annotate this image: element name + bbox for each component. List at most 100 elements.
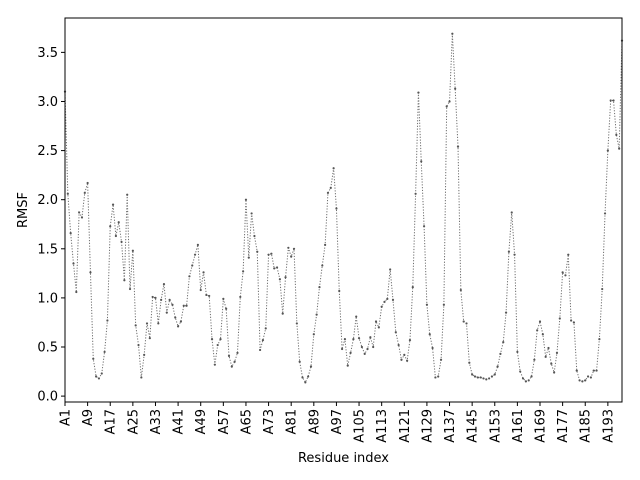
data-point — [366, 347, 369, 351]
data-point — [281, 312, 284, 315]
data-point — [247, 256, 250, 259]
data-point — [541, 333, 544, 336]
data-point — [615, 133, 618, 136]
data-point — [78, 211, 81, 214]
x-tick-label: A105 — [353, 409, 368, 443]
data-point — [343, 338, 347, 341]
data-point — [349, 351, 352, 354]
data-point — [513, 253, 516, 256]
data-point — [242, 270, 245, 273]
data-point — [273, 267, 276, 270]
data-point — [128, 287, 132, 291]
data-point — [275, 266, 279, 269]
data-point — [530, 375, 533, 378]
data-point — [406, 359, 409, 362]
data-point — [253, 234, 256, 238]
data-point — [301, 376, 304, 379]
data-point — [411, 285, 414, 289]
x-tick-label: A65 — [239, 409, 254, 434]
data-point — [179, 320, 183, 323]
data-point — [476, 376, 479, 379]
data-point — [527, 379, 530, 382]
data-point — [346, 364, 349, 367]
data-point — [208, 294, 211, 298]
data-point — [567, 253, 570, 256]
data-point — [188, 275, 191, 278]
data-point — [292, 247, 296, 250]
data-point — [437, 375, 440, 378]
data-point — [256, 250, 259, 253]
y-tick-label: 0.5 — [37, 341, 58, 356]
data-point — [72, 262, 75, 265]
data-point — [488, 377, 491, 380]
data-point — [451, 32, 454, 35]
data-point — [250, 212, 253, 215]
data-point — [575, 369, 578, 372]
data-point — [75, 290, 78, 294]
data-point — [106, 319, 109, 322]
data-point — [261, 339, 265, 342]
x-tick-label: A17 — [104, 409, 119, 434]
data-point — [502, 340, 505, 344]
data-point — [151, 295, 154, 299]
x-tick-label: A57 — [217, 409, 232, 434]
data-point — [97, 377, 101, 380]
data-point — [154, 296, 157, 299]
data-point — [318, 285, 321, 289]
data-point — [329, 186, 332, 190]
data-point — [555, 351, 559, 354]
data-point — [442, 303, 445, 306]
data-point — [66, 192, 69, 195]
data-point — [340, 347, 344, 351]
data-point — [363, 352, 366, 355]
data-point — [233, 360, 236, 363]
data-point — [417, 91, 420, 94]
data-point — [445, 105, 448, 108]
data-point — [414, 192, 417, 195]
x-axis-label: Residue index — [298, 451, 389, 466]
data-point — [609, 99, 612, 102]
data-point — [199, 288, 202, 292]
data-point — [126, 193, 129, 196]
x-tick-label: A145 — [466, 409, 481, 443]
data-point — [244, 198, 248, 201]
data-point — [196, 243, 199, 246]
data-point — [174, 316, 177, 319]
data-point — [601, 287, 604, 291]
data-point — [431, 346, 434, 350]
data-point — [270, 252, 273, 255]
x-tick-label: A161 — [511, 409, 526, 443]
data-point — [493, 373, 496, 376]
data-point — [380, 305, 383, 308]
y-tick-label: 2.0 — [37, 193, 58, 208]
data-point — [145, 322, 149, 325]
data-point — [473, 375, 477, 378]
data-point — [225, 307, 228, 310]
data-point — [267, 253, 270, 256]
data-point — [191, 264, 194, 267]
data-point — [468, 361, 471, 364]
data-point — [307, 375, 310, 378]
data-point — [315, 313, 318, 316]
data-point — [335, 207, 338, 210]
data-point — [394, 331, 397, 334]
data-point — [490, 375, 494, 378]
data-point — [123, 279, 126, 282]
data-point — [321, 264, 324, 267]
data-point — [114, 234, 117, 238]
data-point — [103, 350, 106, 354]
data-point — [595, 369, 598, 372]
y-axis-ticks: 0.0 0.5 1.0 1.5 2.0 2.5 3.0 3.5 — [37, 46, 65, 405]
data-point — [369, 336, 372, 339]
data-point — [219, 338, 222, 341]
data-point — [109, 225, 112, 228]
y-tick-label: 3.5 — [37, 46, 58, 61]
data-point — [386, 297, 389, 300]
data-point — [287, 246, 290, 249]
data-point — [202, 271, 205, 274]
x-tick-label: A137 — [443, 409, 458, 443]
data-point — [397, 343, 400, 347]
data-point — [570, 319, 573, 322]
data-point — [603, 212, 607, 215]
data-point — [290, 255, 293, 258]
